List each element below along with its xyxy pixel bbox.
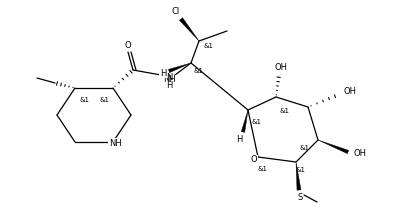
Polygon shape xyxy=(241,110,248,132)
Text: &1: &1 xyxy=(100,97,110,103)
Text: O: O xyxy=(125,40,131,49)
Text: &1: &1 xyxy=(299,145,309,151)
Polygon shape xyxy=(296,162,301,190)
Text: &1: &1 xyxy=(258,166,268,172)
Text: Cl: Cl xyxy=(172,7,180,16)
Text: S: S xyxy=(297,193,303,203)
Text: OH: OH xyxy=(353,150,366,158)
Text: OH: OH xyxy=(343,88,357,96)
Text: H: H xyxy=(166,81,172,89)
Text: &1: &1 xyxy=(204,43,214,49)
Text: H: H xyxy=(160,69,166,78)
Text: &1: &1 xyxy=(251,119,261,125)
Polygon shape xyxy=(318,140,349,154)
Text: H: H xyxy=(236,134,242,144)
Text: &1: &1 xyxy=(80,97,90,103)
Polygon shape xyxy=(168,63,191,73)
Text: NH: NH xyxy=(163,75,175,85)
Text: &1: &1 xyxy=(296,167,306,173)
Text: &1: &1 xyxy=(279,108,289,114)
Text: N: N xyxy=(166,72,172,82)
Text: OH: OH xyxy=(274,62,287,72)
Text: O: O xyxy=(251,155,257,164)
Text: NH: NH xyxy=(109,138,121,147)
Text: &1: &1 xyxy=(194,68,204,74)
Polygon shape xyxy=(179,18,199,41)
